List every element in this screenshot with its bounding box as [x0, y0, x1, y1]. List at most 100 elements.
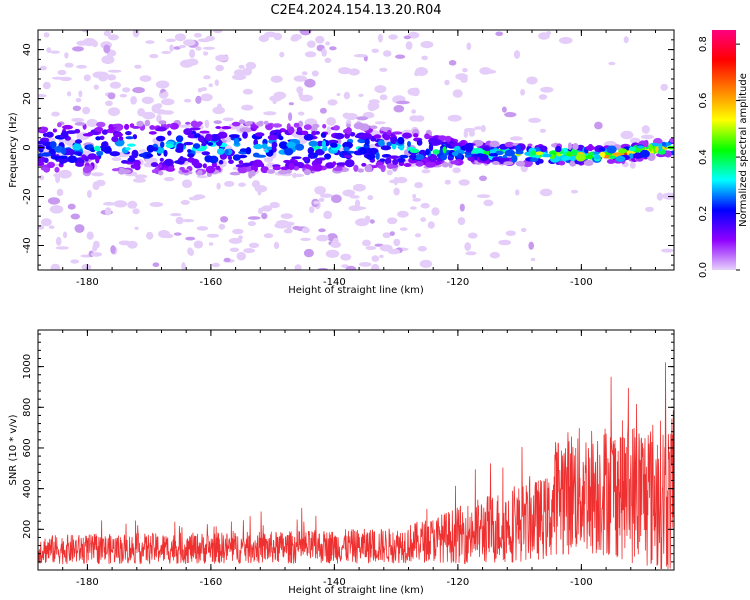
spectrogram-cell — [388, 155, 400, 159]
spectrogram-cell — [263, 111, 277, 116]
spectrogram-cell — [333, 125, 340, 131]
spectrogram-cell — [157, 163, 163, 169]
x-tick-label: -100 — [570, 577, 593, 588]
spectrogram-cell — [199, 130, 210, 134]
spectrogram-cell — [628, 146, 636, 152]
spectrogram-cell — [366, 153, 376, 161]
spectrogram-cell — [286, 141, 296, 148]
spectrogram-cell — [54, 166, 60, 173]
spectrogram-cell — [459, 203, 465, 212]
spectrogram-cell — [64, 52, 69, 59]
spectrogram-cell — [444, 79, 450, 86]
spectrogram-cell — [389, 164, 399, 168]
spectrogram-cell — [639, 149, 650, 158]
spectrogram-cell — [238, 64, 245, 69]
spectrogram-cell — [656, 192, 664, 201]
spectrogram-cell — [272, 123, 283, 128]
spectrogram-cell — [483, 69, 497, 74]
spectrogram-cell — [193, 240, 204, 249]
spectrogram-cell — [203, 51, 209, 56]
spectrogram-cell — [474, 126, 483, 130]
spectrogram-cell — [202, 46, 215, 50]
spectrogram-cell — [209, 134, 220, 142]
spectrogram-cell — [60, 131, 69, 139]
spectrogram-cell — [168, 165, 175, 171]
spectrogram-cell — [45, 131, 54, 138]
spectrogram-cell — [292, 225, 301, 230]
spectrogram-cell — [130, 164, 137, 169]
spectrogram-cell — [232, 154, 241, 161]
spectrogram-cell — [192, 143, 201, 149]
spectrogram-cell — [386, 141, 393, 147]
spectrogram-cell — [206, 233, 219, 238]
spectrogram-cell — [452, 167, 461, 174]
spectrogram-cell — [218, 159, 224, 165]
spectrogram-cell — [94, 126, 104, 132]
spectrogram-cell — [108, 107, 120, 117]
spectrogram-cell — [287, 126, 295, 134]
spectrogram-cell — [144, 119, 151, 127]
spectrogram-cell — [491, 161, 500, 165]
spectrogram-cell — [535, 151, 544, 156]
spectrogram-cell — [403, 35, 411, 40]
spectrogram-cell — [74, 122, 86, 126]
spectrogram-cell — [156, 135, 166, 142]
spectrogram-cell — [377, 164, 386, 169]
spectrogram-cell — [427, 221, 435, 229]
spectrogram-cell — [336, 162, 347, 166]
spectrogram-cell — [111, 168, 120, 172]
spectrogram-cell — [361, 162, 367, 167]
spectrogram-cell — [623, 36, 629, 44]
spectrogram-cell — [163, 158, 174, 167]
spectrogram-cell — [181, 169, 189, 173]
spectrogram-cell — [393, 187, 400, 196]
spectrogram-cell — [379, 254, 384, 259]
spectrogram-cell — [38, 94, 47, 98]
spectrogram-cell — [365, 246, 377, 250]
spectrogram-cell — [78, 90, 83, 98]
spectrogram-cell — [313, 200, 320, 205]
spectrogram-cell — [108, 34, 119, 41]
spectrogram-cell — [191, 158, 200, 167]
spectrogram-cell — [428, 138, 438, 144]
spectrogram-cell — [311, 130, 317, 136]
spectrogram-cell — [224, 149, 229, 156]
spectrogram-cell — [326, 117, 336, 126]
spectrogram-cell — [196, 226, 209, 231]
spectrogram-cell — [95, 179, 106, 187]
spectrogram-cell — [341, 151, 348, 156]
spectrogram-cell — [454, 145, 461, 151]
spectrogram-cell — [46, 47, 52, 53]
spectrogram-cell — [269, 202, 280, 209]
spectrogram-cell — [502, 106, 507, 113]
spectrogram-cell — [254, 185, 268, 193]
spectrogram-cell — [398, 154, 409, 159]
spectrogram-cell — [555, 145, 562, 153]
spectrogram-cell — [520, 89, 526, 96]
spectrogram-cell — [51, 76, 66, 80]
spectrogram-cell — [113, 132, 124, 138]
spectrogram-cell — [407, 141, 411, 147]
spectrogram-cell — [571, 148, 578, 156]
spectrogram-cell — [530, 257, 536, 262]
y-tick-label: 800 — [22, 398, 33, 417]
spectrogram-cell — [283, 228, 293, 234]
spectrogram-cell — [161, 91, 169, 98]
spectrogram-cell — [169, 122, 179, 130]
spectrogram-cell — [38, 161, 45, 167]
spectrogram-cell — [288, 102, 294, 106]
spectrogram-cell — [594, 154, 601, 160]
spectrogram-cell — [288, 112, 293, 122]
spectrogram-cell — [217, 103, 222, 110]
colorbar-tick-label: 0.4 — [698, 149, 709, 165]
spectrogram-cell — [620, 130, 634, 140]
colorbar: 0.0 0.2 0.4 0.6 0.8 Normalized spectral ampl… — [698, 30, 749, 278]
spectrogram-cell — [432, 149, 440, 155]
spectrogram-cell — [118, 240, 132, 246]
spectrogram-cell — [223, 257, 231, 262]
spectrogram-cell — [195, 46, 202, 51]
spectrogram-cell — [125, 136, 134, 140]
spectrogram-cell — [67, 91, 72, 97]
spectrogram-cell — [299, 30, 312, 36]
spectrogram-cell — [52, 128, 58, 133]
